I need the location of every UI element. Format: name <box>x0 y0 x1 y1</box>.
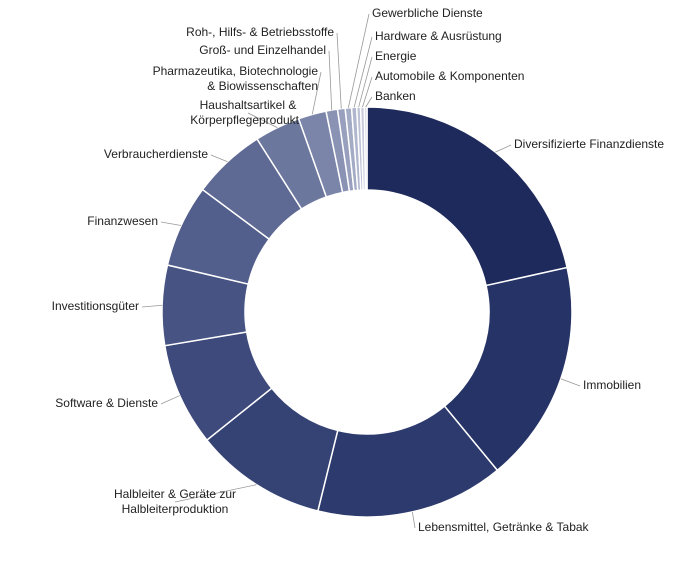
slice-label-line: & Biowissenschaften <box>207 79 318 93</box>
slice-label: Groß- und Einzelhandel <box>199 43 326 57</box>
donut-slice <box>363 106 368 191</box>
slice-label-line: Lebensmittel, Getränke & Tabak <box>418 520 590 534</box>
leader-line <box>174 484 257 503</box>
slice-label-line: Roh-, Hilfs- & Betriebsstoffe <box>186 25 334 39</box>
leader-line <box>247 112 278 129</box>
leader-line <box>347 13 370 108</box>
slice-label-line: Energie <box>375 49 417 63</box>
slice-label: Lebensmittel, Getränke & Tabak <box>418 520 590 534</box>
slice-label-line: Immobilien <box>583 378 641 392</box>
slice-label-line: Diversifizierte Finanzdienste <box>514 137 664 151</box>
leader-line <box>336 32 342 109</box>
slice-label: Immobilien <box>583 378 641 392</box>
slice-label: Investitionsgüter <box>52 299 139 313</box>
leader-line <box>160 395 180 405</box>
leader-line <box>160 221 182 226</box>
donut-slice <box>366 106 569 287</box>
slice-label-line: Körperpflegeprodukte <box>190 113 306 127</box>
slice-label: Pharmazeutika, Biotechnologie & Biowissen… <box>153 64 319 93</box>
slice-label: Software & Dienste <box>55 396 158 410</box>
slice-label-line: Automobile & Komponenten <box>375 69 524 83</box>
slice-label-line: Groß- und Einzelhandel <box>199 43 326 57</box>
slice-label-line: Verbraucherdienste <box>104 147 208 161</box>
slice-label-line: Banken <box>375 89 416 103</box>
leader-line <box>560 378 581 387</box>
slice-label: Halbleiter & Geräte zur Halbleiterprodukt… <box>114 487 236 516</box>
leader-line <box>362 76 373 108</box>
slice-label: Diversifizierte Finanzdienste <box>514 137 664 151</box>
slice-label-line: Hardware & Ausrüstung <box>375 29 502 43</box>
slice-label: Finanzwesen <box>87 214 158 228</box>
leader-line <box>495 144 512 153</box>
slice-label-line: Finanzwesen <box>87 214 158 228</box>
slice-label: Roh-, Hilfs- & Betriebsstoffe <box>186 25 334 39</box>
leader-line <box>210 154 228 163</box>
slice-label: Hardware & Ausrüstung <box>375 29 502 43</box>
slice-label-line: Halbleiterproduktion <box>122 502 229 516</box>
leader-line <box>328 50 333 111</box>
slice-label-line: Halbleiter & Geräte zur <box>114 487 236 501</box>
slice-label-line: Gewerbliche Dienste <box>372 6 483 20</box>
slice-label-line: Haushaltsartikel & <box>200 98 297 112</box>
slice-label: Energie <box>375 49 417 63</box>
slice-label-line: Software & Dienste <box>55 396 158 410</box>
slice-label-line: Investitionsgüter <box>52 299 139 313</box>
leader-line <box>411 511 416 529</box>
slice-label: Gewerbliche Dienste <box>372 6 483 20</box>
leader-line <box>358 56 373 108</box>
leader-line <box>353 36 373 108</box>
leader-line <box>365 96 373 108</box>
leader-line <box>141 304 163 308</box>
leader-line <box>311 71 322 115</box>
slice-label: Automobile & Komponenten <box>375 69 524 83</box>
slice-label: Verbraucherdienste <box>104 147 208 161</box>
slice-label: Banken <box>375 89 416 103</box>
slice-label: Haushaltsartikel & Körperpflegeprodukte <box>190 98 306 127</box>
slice-label-line: Pharmazeutika, Biotechnologie <box>153 64 319 78</box>
